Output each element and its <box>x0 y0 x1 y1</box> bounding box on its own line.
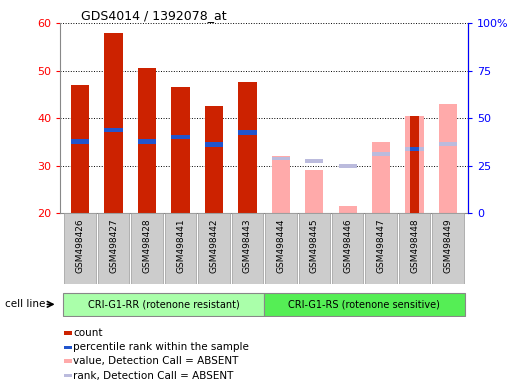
Text: GSM498427: GSM498427 <box>109 219 118 273</box>
Text: value, Detection Call = ABSENT: value, Detection Call = ABSENT <box>73 356 238 366</box>
Bar <box>238 83 257 213</box>
FancyBboxPatch shape <box>131 213 163 284</box>
Bar <box>205 142 223 147</box>
Text: percentile rank within the sample: percentile rank within the sample <box>73 342 249 353</box>
Text: GDS4014 / 1392078_at: GDS4014 / 1392078_at <box>81 9 226 22</box>
Bar <box>372 142 390 213</box>
Bar <box>64 331 72 335</box>
Bar <box>411 147 419 151</box>
FancyBboxPatch shape <box>98 213 129 284</box>
Text: CRI-G1-RS (rotenone sensitive): CRI-G1-RS (rotenone sensitive) <box>289 299 440 310</box>
Bar <box>172 87 190 213</box>
Bar <box>439 142 457 146</box>
FancyBboxPatch shape <box>332 213 363 284</box>
Text: GSM498428: GSM498428 <box>143 219 152 273</box>
FancyBboxPatch shape <box>64 213 96 284</box>
FancyBboxPatch shape <box>299 213 330 284</box>
FancyBboxPatch shape <box>264 293 465 316</box>
Bar <box>305 159 323 163</box>
FancyBboxPatch shape <box>232 213 263 284</box>
FancyBboxPatch shape <box>165 213 196 284</box>
Text: rank, Detection Call = ABSENT: rank, Detection Call = ABSENT <box>73 371 234 381</box>
FancyBboxPatch shape <box>399 213 430 284</box>
Bar <box>172 135 190 139</box>
Bar <box>71 139 89 144</box>
Bar <box>64 374 72 377</box>
Text: GSM498442: GSM498442 <box>209 219 219 273</box>
Bar <box>439 104 457 213</box>
FancyBboxPatch shape <box>265 213 297 284</box>
Bar <box>372 152 390 156</box>
Text: GSM498446: GSM498446 <box>343 219 352 273</box>
Bar <box>405 116 424 213</box>
Text: GSM498441: GSM498441 <box>176 219 185 273</box>
Text: CRI-G1-RR (rotenone resistant): CRI-G1-RR (rotenone resistant) <box>88 299 240 310</box>
Bar <box>338 206 357 213</box>
Text: GSM498447: GSM498447 <box>377 219 385 273</box>
Bar <box>405 147 424 151</box>
FancyBboxPatch shape <box>63 293 264 316</box>
Bar <box>305 170 323 213</box>
Bar <box>338 164 357 167</box>
Text: GSM498444: GSM498444 <box>276 219 286 273</box>
Bar <box>238 130 257 135</box>
Text: GSM498445: GSM498445 <box>310 219 319 273</box>
Bar <box>138 68 156 213</box>
FancyBboxPatch shape <box>433 213 464 284</box>
Bar <box>105 33 123 213</box>
Bar <box>71 85 89 213</box>
Text: GSM498443: GSM498443 <box>243 219 252 273</box>
Bar <box>138 139 156 144</box>
Bar <box>64 359 72 363</box>
Text: count: count <box>73 328 103 338</box>
Text: cell line: cell line <box>5 299 46 310</box>
Bar <box>64 346 72 349</box>
FancyBboxPatch shape <box>366 213 397 284</box>
Text: GSM498449: GSM498449 <box>444 219 452 273</box>
Text: GSM498448: GSM498448 <box>410 219 419 273</box>
Bar <box>205 106 223 213</box>
Bar <box>105 127 123 132</box>
Text: GSM498426: GSM498426 <box>76 219 85 273</box>
Bar <box>271 157 290 161</box>
Bar <box>271 156 290 213</box>
FancyBboxPatch shape <box>198 213 230 284</box>
Bar <box>411 116 419 213</box>
